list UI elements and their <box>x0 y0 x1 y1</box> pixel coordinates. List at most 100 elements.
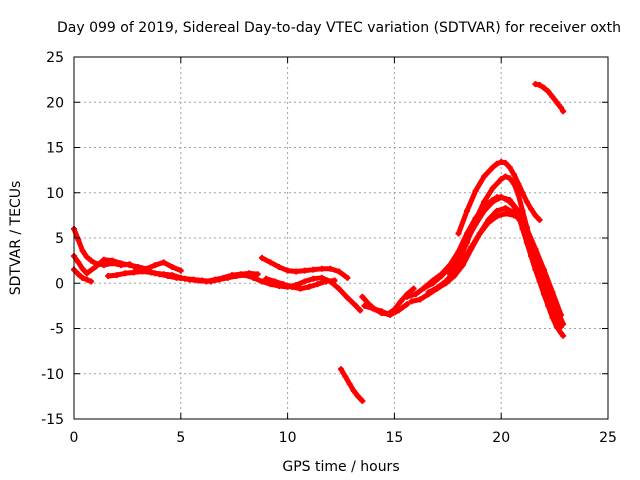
data-point <box>258 254 265 261</box>
data-point <box>79 247 86 254</box>
x-axis-label: GPS time / hours <box>282 459 399 475</box>
data-point <box>532 212 539 219</box>
data-point <box>297 285 304 292</box>
y-tick-label: -10 <box>41 367 64 383</box>
data-point <box>135 263 142 270</box>
y-tick-label: 25 <box>46 50 64 66</box>
data-point <box>395 307 402 314</box>
data-point <box>511 209 518 216</box>
data-point <box>173 274 180 281</box>
data-point <box>506 175 513 182</box>
y-tick-label: 0 <box>55 276 64 292</box>
data-point <box>224 274 231 281</box>
data-point <box>305 283 312 290</box>
data-point <box>536 260 543 267</box>
data-point <box>476 230 483 237</box>
data-point <box>442 280 449 287</box>
data-point <box>241 272 248 279</box>
data-point <box>515 191 522 198</box>
data-point <box>342 373 349 380</box>
data-point <box>327 265 334 272</box>
data-point <box>276 263 283 270</box>
data-point <box>335 268 342 275</box>
series-arc-l <box>456 159 543 236</box>
data-point <box>370 305 377 312</box>
data-point <box>331 277 338 284</box>
data-point <box>100 262 107 269</box>
data-point <box>489 185 496 192</box>
data-point <box>455 230 462 237</box>
data-point <box>169 263 176 270</box>
y-tick-label: -5 <box>50 322 64 338</box>
data-point <box>511 171 518 178</box>
data-point <box>352 302 359 309</box>
data-point <box>284 267 291 274</box>
data-point <box>361 302 368 309</box>
data-point <box>344 294 351 301</box>
data-point <box>258 278 265 285</box>
data-point <box>83 276 90 283</box>
data-point <box>560 332 567 339</box>
data-point <box>553 305 560 312</box>
data-point <box>139 268 146 275</box>
data-point <box>397 298 404 305</box>
data-point <box>536 82 543 89</box>
data-point <box>468 245 475 252</box>
data-point <box>350 387 357 394</box>
data-point <box>472 187 479 194</box>
x-tick-label: 20 <box>492 430 510 446</box>
data-point <box>404 301 411 308</box>
data-point <box>485 216 492 223</box>
data-point <box>545 88 552 95</box>
data-point <box>199 277 206 284</box>
data-point <box>549 93 556 100</box>
data-point <box>560 320 567 327</box>
y-tick-label: 10 <box>46 186 64 202</box>
data-point <box>515 180 522 187</box>
data-point <box>404 293 411 300</box>
data-point <box>558 104 565 111</box>
data-point <box>464 236 471 243</box>
data-point <box>378 308 385 315</box>
data-point <box>109 257 116 264</box>
data-point <box>387 311 394 318</box>
data-point <box>536 216 543 223</box>
data-point <box>318 274 325 281</box>
data-point <box>75 259 82 266</box>
data-point <box>318 265 325 272</box>
data-point <box>498 194 505 201</box>
data-point <box>301 278 308 285</box>
data-point <box>83 254 90 261</box>
data-point <box>160 259 167 266</box>
data-point <box>310 266 317 273</box>
data-point <box>79 274 86 281</box>
data-point <box>216 276 223 283</box>
data-point <box>528 239 535 246</box>
data-points <box>71 81 567 404</box>
data-point <box>263 275 270 282</box>
data-point <box>323 278 330 285</box>
data-point <box>528 206 535 213</box>
data-point <box>417 296 424 303</box>
data-point <box>156 271 163 278</box>
data-point <box>126 262 133 269</box>
data-point <box>410 285 417 292</box>
data-point <box>459 262 466 269</box>
y-axis-label: SDTVAR / TECUs <box>8 181 24 296</box>
data-point <box>75 271 82 278</box>
data-point <box>293 268 300 275</box>
data-point <box>288 283 295 290</box>
x-tick-label: 25 <box>599 430 617 446</box>
data-point <box>280 281 287 288</box>
data-point <box>506 164 513 171</box>
data-point <box>250 274 257 281</box>
data-point <box>519 189 526 196</box>
data-point <box>117 260 124 267</box>
data-point <box>553 99 560 106</box>
data-point <box>489 198 496 205</box>
data-point <box>233 273 240 280</box>
data-point <box>254 271 261 278</box>
data-point <box>164 273 171 280</box>
data-point <box>493 160 500 167</box>
data-point <box>177 267 184 274</box>
